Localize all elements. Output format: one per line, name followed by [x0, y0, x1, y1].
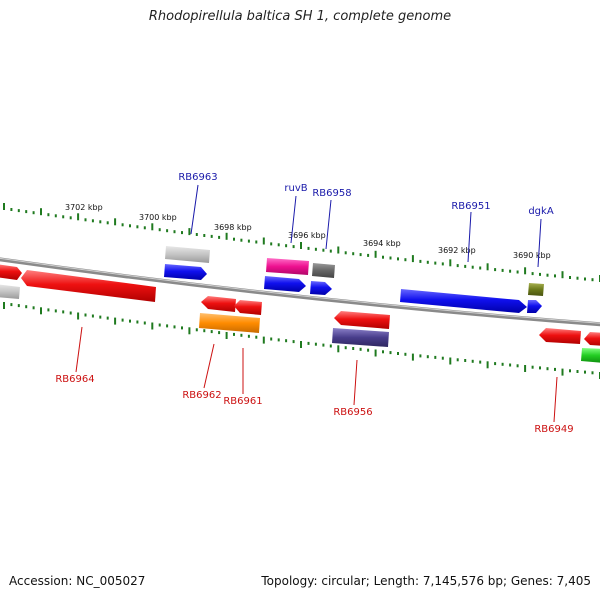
scale-label: 3690 kbp: [513, 251, 551, 260]
upper-tick-track: [3, 203, 600, 282]
gene-rb6961[interactable]: [234, 300, 262, 315]
gene-label-rb6951: RB6951: [451, 201, 490, 212]
gene-dgka-olive[interactable]: [528, 283, 544, 296]
gene-label-rb6961: RB6961: [223, 396, 262, 407]
gene-rb6962[interactable]: [201, 296, 236, 312]
forward-strand-genes: [164, 246, 544, 313]
gene-label-ruvb: ruvB: [284, 183, 307, 194]
gene-dgka[interactable]: [527, 300, 542, 313]
lower-tick-track: [3, 302, 600, 379]
scale-label: 3702 kbp: [65, 203, 103, 212]
gene-rb6963-grey[interactable]: [165, 246, 210, 263]
scale-label: 3696 kbp: [288, 231, 326, 240]
gene-label-rb6956: RB6956: [333, 407, 372, 418]
scale-label: 3698 kbp: [214, 223, 252, 232]
gene-rb6958[interactable]: [310, 281, 332, 295]
forward-labels: RB6963 ruvB RB6958 RB6951 dgkA: [178, 172, 553, 217]
gene-rb6958-darkgrey[interactable]: [312, 263, 335, 278]
gene-rb6949[interactable]: [539, 328, 581, 344]
genome-backbone-highlight: [0, 257, 600, 324]
reverse-labels: RB6964 RB6962 RB6961 RB6956 RB6949: [55, 374, 573, 435]
gene-rb6956[interactable]: [334, 311, 390, 329]
forward-label-leaders: [190, 184, 542, 268]
genome-summary-text: Topology: circular; Length: 7,145,576 bp…: [261, 574, 591, 588]
gene-ruvb-magenta[interactable]: [266, 258, 309, 275]
scale-label: 3694 kbp: [363, 239, 401, 248]
reverse-strand-genes: [0, 264, 600, 363]
gene-left-grey[interactable]: [0, 284, 20, 299]
gene-rb6951[interactable]: [400, 289, 527, 313]
gene-label-rb6963: RB6963: [178, 172, 217, 183]
accession-text: Accession: NC_005027: [9, 574, 146, 588]
gene-label-rb6958: RB6958: [312, 188, 351, 199]
gene-label-dgka: dgkA: [528, 206, 553, 217]
map-title: Rhodopirellula baltica SH 1, complete ge…: [148, 9, 452, 24]
scale-labels: 3702 kbp 3700 kbp 3698 kbp 3696 kbp 3694…: [65, 203, 551, 260]
gene-rb6962-orange[interactable]: [199, 313, 260, 333]
gene-right-red[interactable]: [584, 332, 600, 346]
gene-right-green[interactable]: [581, 348, 600, 363]
gene-label-rb6962: RB6962: [182, 390, 221, 401]
gene-rb6964[interactable]: [21, 270, 156, 302]
scale-label: 3700 kbp: [139, 213, 177, 222]
gene-left-red[interactable]: [0, 264, 22, 280]
reverse-label-leaders: [75, 326, 558, 423]
gene-label-rb6949: RB6949: [534, 424, 573, 435]
gene-rb6963[interactable]: [164, 264, 207, 280]
gene-ruvb[interactable]: [264, 276, 306, 292]
gene-rb6956-purple[interactable]: [332, 328, 389, 347]
genome-backbone: [0, 257, 600, 327]
gene-label-rb6964: RB6964: [55, 374, 94, 385]
scale-label: 3692 kbp: [438, 246, 476, 255]
